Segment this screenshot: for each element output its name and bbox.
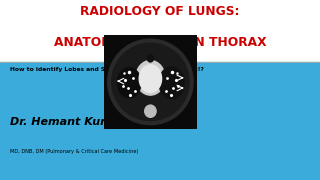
Text: Dr. Hemant Kumar Agarwal: Dr. Hemant Kumar Agarwal xyxy=(10,117,180,127)
Bar xyxy=(0,0,320,62)
Ellipse shape xyxy=(139,65,162,93)
Ellipse shape xyxy=(117,68,141,98)
Text: How to identify Lobes and Segments in CT Scan Thorax!?: How to identify Lobes and Segments in CT… xyxy=(10,68,204,73)
Text: ANATOMY IN CT SCAN THORAX: ANATOMY IN CT SCAN THORAX xyxy=(54,36,266,49)
Ellipse shape xyxy=(159,67,184,99)
Ellipse shape xyxy=(145,105,156,117)
Text: RADIOLOGY OF LUNGS:: RADIOLOGY OF LUNGS: xyxy=(80,5,240,18)
Ellipse shape xyxy=(147,55,154,62)
Bar xyxy=(0,62,320,180)
Text: MD, DNB, DM (Pulmonary & Critical Care Medicine): MD, DNB, DM (Pulmonary & Critical Care M… xyxy=(10,149,138,154)
Ellipse shape xyxy=(112,43,189,121)
Ellipse shape xyxy=(136,60,165,95)
Ellipse shape xyxy=(108,39,193,125)
